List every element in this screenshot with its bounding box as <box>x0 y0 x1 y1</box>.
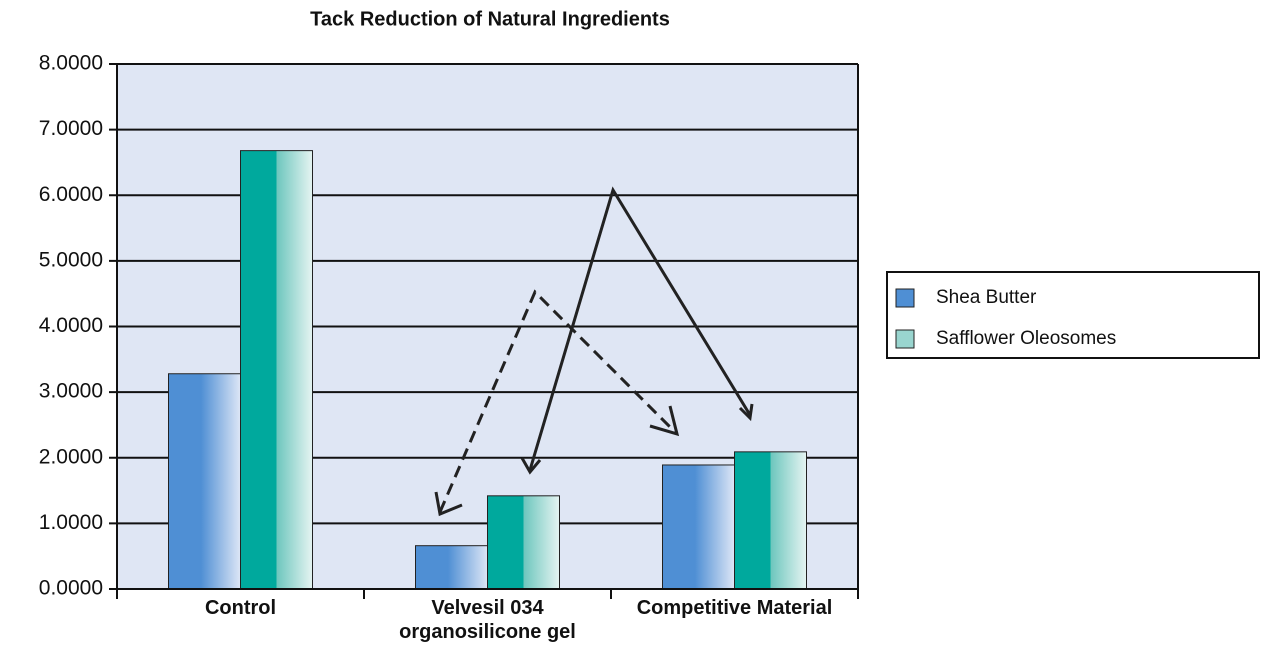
y-tick-label: 8.0000 <box>39 52 103 75</box>
y-tick-label: 7.0000 <box>39 117 103 140</box>
bar <box>662 464 735 590</box>
bar <box>734 451 807 590</box>
y-tick-label: 4.0000 <box>39 314 103 337</box>
x-tick-label: Velvesil 034 organosilicone gel <box>399 597 576 643</box>
bar <box>168 373 241 590</box>
y-tick-label: 2.0000 <box>39 445 103 468</box>
legend <box>886 271 1260 359</box>
legend-swatch <box>895 329 915 349</box>
y-tick-label: 6.0000 <box>39 183 103 206</box>
arrows <box>434 186 754 517</box>
chart-title: Tack Reduction of Natural Ingredients <box>310 8 670 30</box>
legend-swatch <box>895 288 915 308</box>
legend-label: Shea Butter <box>936 287 1037 308</box>
y-tick-label: 1.0000 <box>39 511 103 534</box>
x-tick-label: Competitive Material <box>636 597 833 619</box>
y-tick-label: 0.0000 <box>39 577 103 600</box>
bar <box>415 545 488 590</box>
legend-label: Safflower Oleosomes <box>936 328 1116 349</box>
y-tick-label: 3.0000 <box>39 380 103 403</box>
y-tick-label: 5.0000 <box>39 248 103 271</box>
bar <box>240 150 313 590</box>
bar <box>487 495 560 590</box>
x-tick-label: Control <box>204 597 277 619</box>
